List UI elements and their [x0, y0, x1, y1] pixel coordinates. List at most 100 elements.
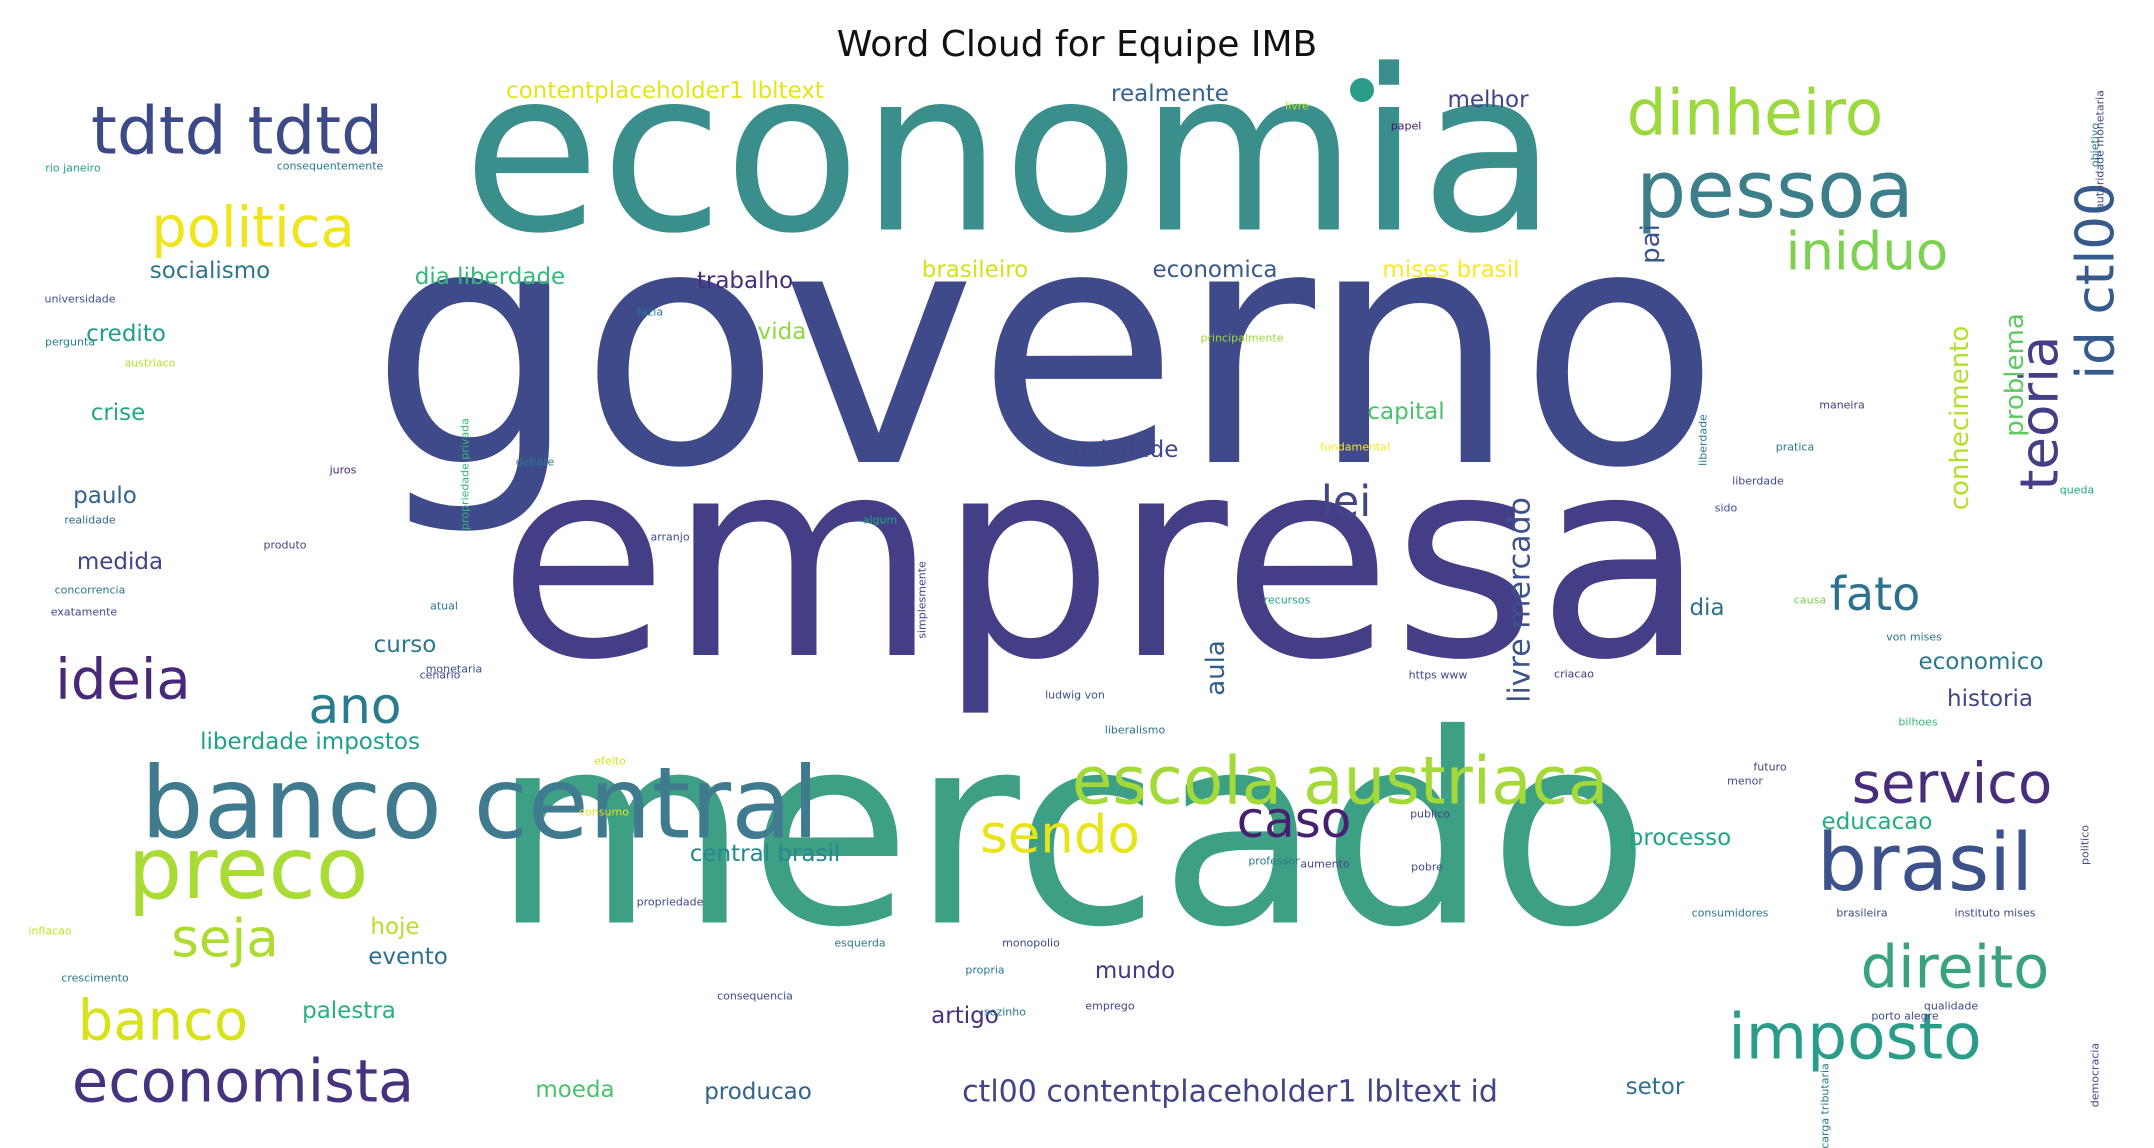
word-melhor: melhor	[1447, 87, 1529, 113]
word-mundo: mundo	[1095, 958, 1175, 984]
word-moeda: moeda	[535, 1077, 614, 1103]
word-servico: servico	[1852, 752, 2052, 817]
word-publico: publico	[1410, 808, 1450, 821]
word-sociedade: sociedade	[1062, 437, 1179, 463]
chart-title: Word Cloud for Equipe IMB	[836, 24, 1318, 65]
word-emprego: emprego	[1085, 1000, 1134, 1013]
word-liberalismo: liberalismo	[1105, 724, 1166, 737]
word-causa: causa	[1794, 594, 1826, 607]
word-economica: economica	[1152, 257, 1277, 283]
word-trabalho: trabalho	[697, 268, 793, 294]
word-historia: historia	[1947, 686, 2033, 712]
word-socialismo: socialismo	[150, 258, 270, 284]
word-fato: fato	[1830, 567, 1921, 621]
word-brasileiro: brasileiro	[922, 257, 1028, 283]
word-https-www: https www	[1409, 669, 1468, 682]
word-consequentemente: consequentemente	[277, 160, 384, 173]
word-juros: juros	[329, 464, 357, 477]
word-concorrencia: concorrencia	[55, 584, 126, 597]
word-banco-central: banco central	[141, 747, 820, 862]
word-qualidade: qualidade	[1924, 1000, 1979, 1013]
word-aumento: aumento	[1300, 858, 1349, 871]
word-objetivo: objetivo	[2089, 123, 2102, 167]
word-livre-mercado: livre mercado	[1503, 497, 1538, 703]
word-fundamental: fundamental	[1320, 441, 1390, 454]
word-rio-janeiro: rio janeiro	[45, 162, 101, 175]
word-governo: governo	[370, 156, 1721, 540]
word-consequencia: consequencia	[717, 990, 793, 1003]
word-pessoa: pessoa	[1636, 144, 1914, 236]
word-exatamente: exatamente	[51, 606, 118, 619]
word-efeito: efeito	[594, 755, 626, 768]
word-algum: algum	[863, 514, 897, 527]
word-mises-brasil: mises brasil	[1382, 257, 1519, 283]
word-educacao: educacao	[1822, 809, 1933, 835]
word-palestra: palestra	[302, 998, 396, 1024]
word-lei: lei	[1321, 477, 1371, 527]
word-capital: capital	[1367, 399, 1444, 425]
word-crise: crise	[91, 400, 146, 426]
word-debate: debate	[516, 456, 555, 469]
word-dinheiro: dinheiro	[1627, 77, 1884, 150]
word-professor: professor	[1248, 855, 1300, 868]
word-medida: medida	[77, 549, 163, 575]
word-empresa: empresa	[498, 399, 1706, 721]
word-evento: evento	[368, 944, 448, 970]
word-artigo: artigo	[931, 1003, 999, 1029]
word-bilhoes: bilhoes	[1898, 716, 1938, 729]
word-liberdade: liberdade	[1732, 475, 1784, 488]
word-carga-tributaria: carga tributaria	[1819, 1063, 1832, 1148]
word-id-ctl00: id ctl00	[2066, 182, 2127, 379]
word-sido: sido	[1715, 502, 1738, 515]
word-monetaria: monetaria	[426, 663, 483, 676]
word-processo: processo	[1629, 825, 1731, 851]
word-atual: atual	[430, 600, 458, 613]
word-ano: ano	[309, 677, 402, 735]
word-propriedade: propriedade	[637, 896, 704, 909]
word-democracia: democracia	[2089, 1043, 2102, 1107]
word-escola-austriaca: escola austriaca	[1072, 743, 1609, 820]
word-crescimento: crescimento	[61, 972, 129, 985]
word-dot	[1350, 78, 1374, 102]
word-dia-liberdade: dia liberdade	[415, 264, 565, 290]
word-imposto: imposto	[1728, 1001, 1981, 1074]
word-pobre: pobre	[1411, 861, 1443, 874]
word-ideia: ideia	[55, 648, 190, 713]
word-austriaco: austriaco	[125, 357, 176, 370]
word-setor: setor	[1626, 1074, 1685, 1100]
word-maneira: maneira	[1819, 399, 1865, 412]
word-curso: curso	[374, 632, 437, 658]
word-politica: politica	[151, 196, 355, 261]
word-pratica: pratica	[1776, 441, 1814, 454]
word-queda: queda	[2060, 484, 2094, 497]
word-central-brasil: central brasil	[690, 841, 841, 867]
word-sendo: sendo	[980, 805, 1140, 866]
word-principalmente: principalmente	[1201, 332, 1284, 345]
word-dia: dia	[1689, 595, 1724, 621]
word-autoridade-monetaria: autoridade monetaria	[2094, 90, 2107, 210]
word-porto-alegre: porto alegre	[1871, 1010, 1939, 1023]
word-papel: papel	[1391, 120, 1422, 133]
word-fazia: fazia	[637, 306, 663, 319]
word-contentplaceholder1-lbltext: contentplaceholder1 lbltext	[506, 78, 824, 104]
word-universidade: universidade	[44, 293, 115, 306]
word-brasileira: brasileira	[1836, 907, 1887, 920]
word-arranjo: arranjo	[650, 531, 689, 544]
word-propria: propria	[965, 964, 1004, 977]
word-iniduo: iniduo	[1786, 222, 1949, 283]
word-consumidores: consumidores	[1692, 907, 1769, 920]
word-simplesmente: simplesmente	[916, 561, 929, 639]
word-realidade: realidade	[64, 514, 116, 527]
word-criacao: criacao	[1554, 668, 1594, 681]
word-liberdade: liberdade	[1697, 414, 1710, 466]
word-cenario: cenario	[420, 669, 461, 682]
word-economia: economia	[463, 22, 1558, 283]
word-direito: direito	[1861, 933, 2050, 1002]
word-economista: economista	[72, 1047, 414, 1116]
word-ctl00-contentplaceholder1-lbltext-id: ctl00 contentplaceholder1 lbltext id	[962, 1075, 1498, 1110]
word-economico: economico	[1918, 649, 2043, 675]
word-instituto-mises: instituto mises	[1955, 907, 2036, 920]
word-credito: credito	[86, 321, 166, 347]
word-esquerda: esquerda	[834, 937, 885, 950]
